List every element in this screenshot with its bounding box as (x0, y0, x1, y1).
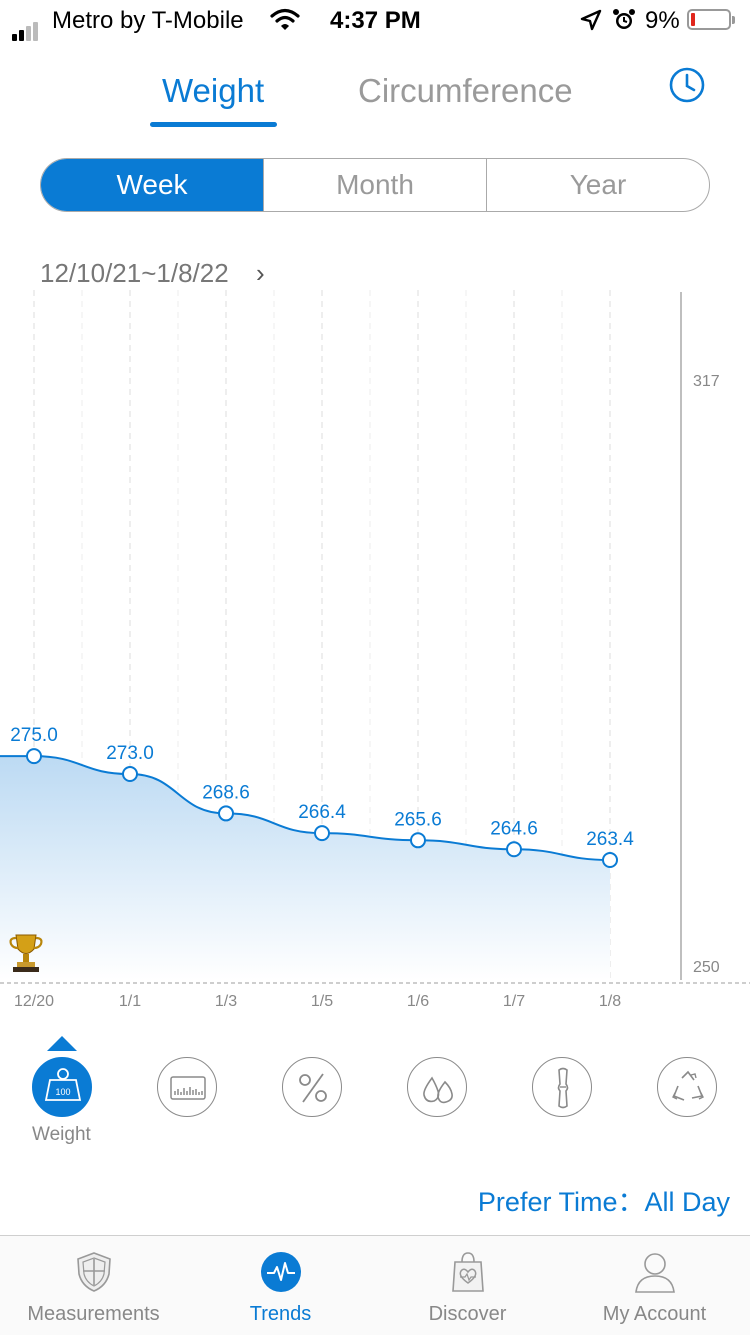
data-label: 268.6 (202, 782, 250, 803)
discover-bag-icon (446, 1250, 490, 1294)
nav-discover-label: Discover (428, 1303, 507, 1325)
y-tick-label: 317 (693, 373, 720, 390)
bmi-bar-icon (170, 1076, 206, 1100)
date-range[interactable]: 12/10/21~1/8/22 (40, 258, 229, 288)
bmi-metric-button[interactable] (157, 1057, 217, 1117)
weight-badge: 100 (55, 1087, 70, 1097)
x-tick-label: 1/7 (503, 993, 525, 1010)
location-arrow-icon (580, 9, 602, 38)
selected-metric-caret (47, 1036, 77, 1051)
weight-trend-chart: 275.0 12/20 273.0 1/1 268.6 1/3 266.4 1/5 265.6 1… (0, 290, 750, 1010)
status-bar: Metro by T-Mobile 4:37 PM 9% (0, 0, 750, 41)
active-tab-indicator (150, 122, 277, 127)
bone-metric-button[interactable] (532, 1057, 592, 1117)
water-metric-button[interactable] (407, 1057, 467, 1117)
x-tick-label: 1/5 (311, 993, 333, 1010)
selected-metric-label: Weight (32, 1124, 91, 1145)
prefer-time-label: Prefer Time： (477, 1187, 645, 1217)
nav-my-account[interactable]: My Account (561, 1236, 748, 1335)
weight-metric-button[interactable]: 100 (32, 1057, 92, 1117)
battery-percent: 9% (645, 7, 680, 34)
data-label: 265.6 (394, 809, 442, 830)
nav-discover[interactable]: Discover (374, 1236, 561, 1335)
data-point (218, 805, 234, 822)
data-label: 264.6 (490, 818, 538, 839)
clock-time: 4:37 PM (330, 7, 421, 34)
data-label: 273.0 (106, 743, 154, 764)
prefer-time-value[interactable]: All Day (644, 1187, 730, 1217)
shield-icon (72, 1250, 116, 1294)
data-point (602, 852, 618, 868)
nav-trends[interactable]: Trends (187, 1236, 374, 1335)
period-week-button[interactable]: Week (41, 159, 263, 211)
data-label: 266.4 (298, 802, 346, 823)
data-point (506, 841, 522, 858)
nav-my-account-label: My Account (602, 1303, 707, 1325)
chevron-right-icon[interactable]: › (256, 258, 265, 288)
x-tick-label: 1/6 (407, 993, 429, 1010)
user-icon (633, 1250, 677, 1294)
x-tick-label: 1/8 (599, 993, 621, 1010)
carrier-name: Metro by T-Mobile (52, 7, 244, 34)
signal-icon (12, 13, 40, 41)
prefer-time[interactable]: Prefer Time：All Day (478, 1180, 730, 1219)
body-fat-metric-button[interactable] (282, 1057, 342, 1117)
history-clock-icon[interactable] (668, 66, 706, 109)
y-tick-label: 250 (693, 959, 720, 976)
tab-weight[interactable]: Weight (162, 72, 265, 109)
period-year-button[interactable]: Year (486, 159, 709, 211)
data-point (410, 832, 426, 849)
battery-icon (687, 9, 735, 30)
period-month-button[interactable]: Month (263, 159, 486, 211)
percent-icon (299, 1073, 327, 1103)
data-label: 275.0 (10, 725, 58, 746)
tab-circumference[interactable]: Circumference (358, 72, 573, 109)
water-icon (423, 1076, 453, 1104)
bottom-nav: Measurements Trends Discover My Account (0, 1235, 750, 1335)
nav-measurements[interactable]: Measurements (0, 1236, 187, 1335)
nav-measurements-label: Measurements (27, 1303, 160, 1325)
area-fill (0, 756, 610, 980)
metabolism-metric-button[interactable] (657, 1057, 717, 1117)
x-tick-label: 12/20 (14, 993, 54, 1010)
data-point (314, 825, 330, 842)
data-label: 263.4 (586, 829, 634, 850)
trends-pulse-icon (259, 1250, 303, 1294)
nav-trends-label: Trends (249, 1303, 312, 1325)
x-tick-label: 1/1 (119, 993, 141, 1010)
data-point (26, 748, 42, 765)
x-tick-label: 1/3 (215, 993, 237, 1010)
weight-icon: 100 (44, 1068, 82, 1101)
recycle-icon (672, 1070, 704, 1101)
alarm-icon (612, 8, 636, 39)
trophy-icon (8, 932, 44, 979)
bone-icon (557, 1067, 569, 1109)
data-point (122, 766, 138, 783)
period-selector: Week Month Year (40, 158, 710, 212)
wifi-icon (270, 8, 300, 39)
